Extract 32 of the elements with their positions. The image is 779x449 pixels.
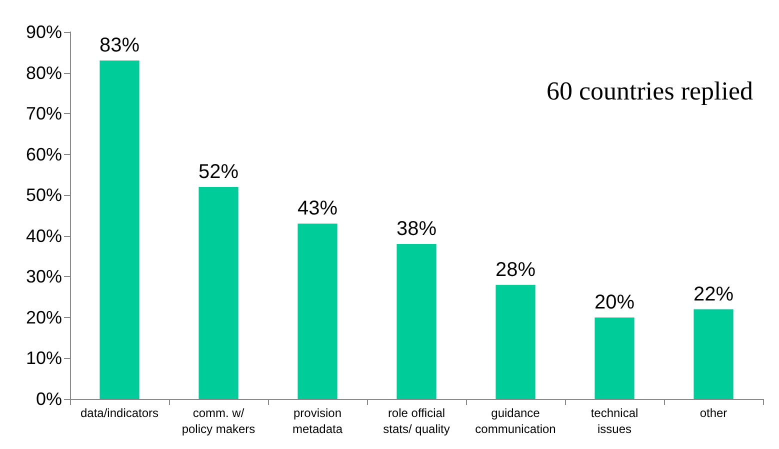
y-tick-label: 40% (26, 226, 62, 246)
data-label: 22% (693, 283, 734, 306)
x-tick-label: other (700, 406, 728, 420)
bar (198, 186, 238, 399)
y-tick-label: 80% (26, 62, 62, 83)
x-tick-label: guidance communication (475, 406, 556, 436)
y-tick-label: 70% (26, 104, 62, 124)
x-tick-label: role official stats/ quality (383, 406, 450, 436)
data-label: 83% (99, 34, 140, 57)
bar (298, 224, 338, 399)
y-tick-label: 50% (26, 185, 62, 206)
bar (594, 317, 634, 399)
bar (396, 244, 436, 399)
data-label: 43% (297, 198, 338, 220)
y-tick-label: 30% (26, 266, 62, 287)
x-tick-label: data/indicators (80, 406, 159, 420)
bar (694, 309, 734, 399)
x-tick-label: technical issues (590, 406, 638, 436)
data-label: 38% (396, 218, 437, 240)
y-tick-label: 0% (36, 389, 62, 409)
y-tick-label: 60% (26, 144, 62, 164)
x-tick-label: provision metadata (292, 406, 343, 436)
y-tick-label: 10% (26, 348, 62, 368)
data-label: 28% (495, 258, 536, 281)
bar (496, 284, 536, 399)
x-tick-label: comm. w/ policy makers (182, 406, 256, 436)
annotation: 60 countries replied (546, 76, 754, 106)
data-label: 20% (594, 291, 635, 314)
bar (100, 60, 140, 399)
y-tick-label: 90% (26, 22, 62, 42)
data-label: 52% (198, 160, 239, 183)
y-tick-label: 20% (26, 307, 62, 328)
